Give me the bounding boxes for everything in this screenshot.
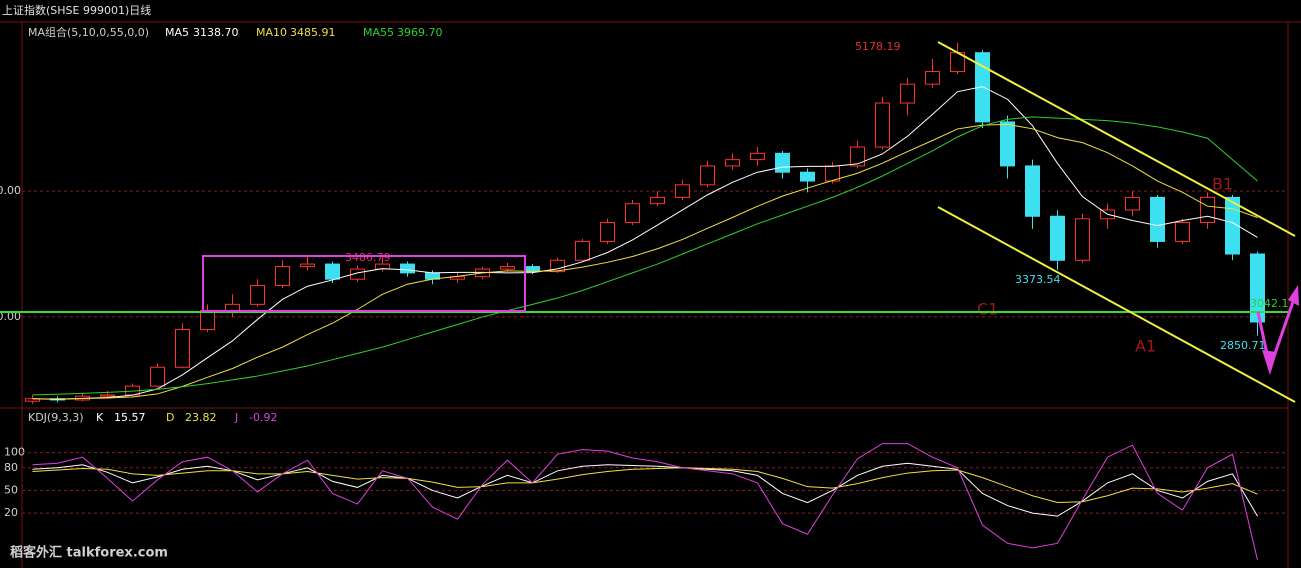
candle-body bbox=[1150, 196, 1165, 242]
y-tick-label: 80 bbox=[4, 461, 18, 474]
candle-body bbox=[800, 171, 815, 182]
legend-name: MA55 bbox=[363, 26, 394, 39]
candle-body bbox=[1000, 121, 1015, 167]
indicator-label: KDJ(9,3,3) bbox=[28, 411, 84, 424]
candle-body bbox=[1125, 196, 1140, 211]
y-tick-label: 100 bbox=[4, 446, 25, 459]
candle-body bbox=[775, 152, 790, 173]
candle-body bbox=[1075, 218, 1090, 261]
y-tick-label: 50 bbox=[4, 483, 18, 496]
legend-value: 3485.91 bbox=[290, 26, 336, 39]
candle-body bbox=[150, 366, 165, 387]
legend-name: MA10 bbox=[256, 26, 287, 39]
legend-value: 3969.70 bbox=[397, 26, 443, 39]
channel-line bbox=[937, 41, 1296, 237]
candle-body bbox=[925, 71, 940, 85]
candle-body bbox=[975, 52, 990, 123]
series-line bbox=[32, 443, 1258, 561]
annotation: B1 bbox=[1212, 175, 1233, 194]
candle-body bbox=[600, 222, 615, 242]
candle-body bbox=[400, 263, 415, 274]
candle-body bbox=[700, 165, 715, 186]
candle-body bbox=[875, 102, 890, 148]
arrow bbox=[1268, 295, 1297, 369]
legend-name: MA5 bbox=[165, 26, 189, 39]
candle-body bbox=[100, 394, 115, 397]
candle-body bbox=[350, 268, 365, 280]
annotation: 2850.71 bbox=[1220, 339, 1266, 352]
annotation: A1 bbox=[1135, 337, 1156, 356]
annotation: 3042.1 bbox=[1250, 297, 1289, 310]
watermark: 稻客外汇 talkforex.com bbox=[10, 545, 168, 561]
annotation: 5178.19 bbox=[855, 40, 901, 53]
candle-body bbox=[1050, 215, 1065, 261]
range-box bbox=[202, 255, 526, 312]
candle-body bbox=[625, 203, 640, 224]
y-tick-label: 4000.00 bbox=[0, 184, 21, 197]
candle-body bbox=[175, 329, 190, 368]
candle-body bbox=[650, 196, 665, 205]
candle-body bbox=[575, 240, 590, 261]
legend-name: J bbox=[234, 411, 238, 424]
candle-body bbox=[850, 146, 865, 167]
candle-body bbox=[750, 152, 765, 161]
channel-line bbox=[937, 206, 1296, 403]
legend-name: D bbox=[166, 411, 174, 424]
series-line bbox=[32, 467, 1258, 504]
series-line bbox=[32, 462, 1258, 517]
series-line bbox=[32, 86, 1258, 400]
candle-body bbox=[325, 263, 340, 280]
candle-body bbox=[675, 184, 690, 198]
legend-value: 23.82 bbox=[185, 411, 217, 424]
candle-body bbox=[250, 284, 265, 305]
candle-body bbox=[725, 159, 740, 167]
candle-body bbox=[1225, 196, 1240, 255]
candle-body bbox=[1250, 253, 1265, 323]
series-line bbox=[32, 116, 1258, 396]
legend-value: 15.57 bbox=[114, 411, 146, 424]
legend-value: 3138.70 bbox=[193, 26, 239, 39]
series-line bbox=[32, 123, 1258, 400]
candle-body bbox=[225, 303, 240, 312]
candle-body bbox=[1200, 196, 1215, 224]
legend-value: -0.92 bbox=[249, 411, 277, 424]
drawings bbox=[0, 41, 1299, 403]
candle-body bbox=[1175, 222, 1190, 242]
arrow-head bbox=[1288, 285, 1299, 306]
candle-body bbox=[275, 266, 290, 286]
candle-body bbox=[300, 263, 315, 268]
candle-body bbox=[1025, 165, 1040, 217]
annotation: C1 bbox=[977, 300, 998, 319]
indicator-label: MA组合(5,10,0,55,0,0) bbox=[28, 25, 149, 39]
candle-body bbox=[200, 310, 215, 331]
annotation: 3486.79 bbox=[345, 251, 391, 264]
annotation: 3373.54 bbox=[1015, 273, 1061, 286]
candle-body bbox=[500, 266, 515, 270]
candle-body bbox=[550, 259, 565, 273]
plot: 3000.00 4000.00 5178.19 3486.79 3373.54 2850.… bbox=[0, 40, 1289, 561]
chart-title: 上证指数(SHSE 999001)日线 bbox=[2, 3, 151, 17]
legend-name: K bbox=[96, 411, 104, 424]
y-tick-label: 3000.00 bbox=[0, 310, 21, 323]
title-bar bbox=[0, 0, 1301, 22]
candle-body bbox=[900, 83, 915, 104]
y-tick-label: 20 bbox=[4, 506, 18, 519]
